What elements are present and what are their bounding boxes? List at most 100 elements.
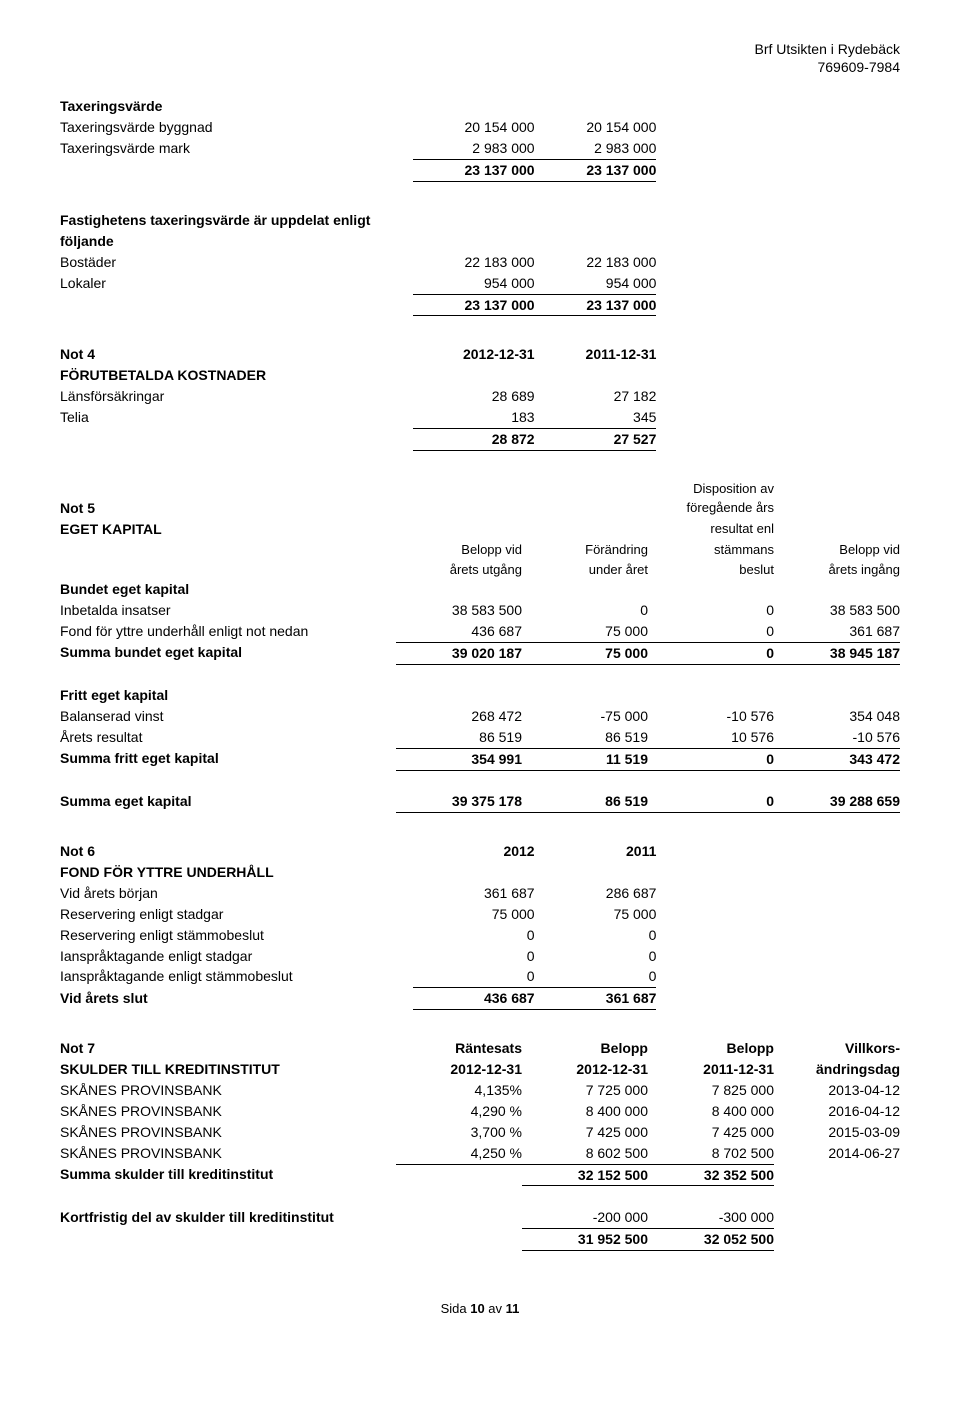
table-row-label: Reservering enligt stämmobeslut	[60, 925, 413, 946]
table-total: 39 375 178	[396, 791, 522, 812]
table-row-label: Taxeringsvärde byggnad	[60, 117, 413, 138]
table-cell: 0	[413, 946, 535, 967]
table-cell: 7 425 000	[648, 1122, 774, 1143]
table-cell: 2015-03-09	[774, 1122, 900, 1143]
not6-total-label: Vid årets slut	[60, 988, 413, 1010]
fastighet-table: Fastighetens taxeringsvärde är uppdelat …	[60, 210, 900, 316]
not6-h1: 2012	[413, 841, 535, 862]
col-header: Belopp vid	[396, 540, 522, 560]
table-cell: 2 983 000	[535, 138, 657, 159]
footer-text: av	[485, 1301, 506, 1316]
table-cell: 954 000	[535, 273, 657, 294]
not5-title2: EGET KAPITAL	[60, 519, 396, 540]
not7-title1: Not 7	[60, 1038, 396, 1059]
col-header: Villkors-	[774, 1038, 900, 1059]
table-row-label: Telia	[60, 407, 413, 428]
table-row-label: Lokaler	[60, 273, 413, 294]
table-total: 23 137 000	[535, 294, 657, 316]
table-cell: 20 154 000	[535, 117, 657, 138]
table-cell: 361 687	[413, 883, 535, 904]
table-cell: 75 000	[522, 621, 648, 642]
table-cell: -10 576	[648, 706, 774, 727]
document-header: Brf Utsikten i Rydebäck 769609-7984	[60, 40, 900, 76]
table-cell: -300 000	[648, 1207, 774, 1228]
table-row-label: SKÅNES PROVINSBANK	[60, 1080, 396, 1101]
table-cell: 436 687	[396, 621, 522, 642]
col-header: Räntesats	[396, 1038, 522, 1059]
table-cell: 8 702 500	[648, 1143, 774, 1164]
table-row-label: Vid årets början	[60, 883, 413, 904]
col-header: under året	[522, 560, 648, 580]
grand-total-label: Summa eget kapital	[60, 791, 396, 812]
not4-h2: 2011-12-31	[535, 344, 657, 365]
col-header: föregående års	[648, 498, 774, 519]
col-header: resultat enl	[648, 519, 774, 540]
table-cell: 7 825 000	[648, 1080, 774, 1101]
fritt-total-label: Summa fritt eget kapital	[60, 748, 396, 770]
table-cell: 0	[648, 621, 774, 642]
table-row-label: Årets resultat	[60, 727, 396, 748]
table-total: 27 527	[535, 428, 657, 450]
not7-title2: SKULDER TILL KREDITINSTITUT	[60, 1059, 396, 1080]
not4-h1: 2012-12-31	[413, 344, 535, 365]
col-header: Förändring	[522, 540, 648, 560]
table-cell: 22 183 000	[413, 252, 535, 273]
table-total: 39 020 187	[396, 642, 522, 664]
table-cell: 2 983 000	[413, 138, 535, 159]
table-cell: 86 519	[396, 727, 522, 748]
table-cell: 183	[413, 407, 535, 428]
table-row-label: Fond för yttre underhåll enligt not neda…	[60, 621, 396, 642]
table-cell: 7 725 000	[522, 1080, 648, 1101]
table-total: 75 000	[522, 642, 648, 664]
not5-title1: Not 5	[60, 498, 396, 519]
table-cell: 3,700 %	[396, 1122, 522, 1143]
table-cell: 0	[535, 946, 657, 967]
table-row-label: Taxeringsvärde mark	[60, 138, 413, 159]
table-cell: 22 183 000	[535, 252, 657, 273]
table-row-label: SKÅNES PROVINSBANK	[60, 1101, 396, 1122]
table-cell: 954 000	[413, 273, 535, 294]
not5-table: Disposition av Not 5 föregående års EGET…	[60, 479, 900, 813]
not7-kort-label: Kortfristig del av skulder till kreditin…	[60, 1207, 396, 1228]
table-cell: 0	[522, 600, 648, 621]
table-cell: 4,250 %	[396, 1143, 522, 1164]
table-total: 23 137 000	[413, 160, 535, 182]
not6-h2: 2011	[535, 841, 657, 862]
bundet-total-label: Summa bundet eget kapital	[60, 642, 396, 664]
not7-sum-label: Summa skulder till kreditinstitut	[60, 1164, 396, 1186]
table-total: 436 687	[413, 988, 535, 1010]
table-cell: -10 576	[774, 727, 900, 748]
table-row-label: Ianspråktagande enligt stadgar	[60, 946, 413, 967]
table-cell: 4,135%	[396, 1080, 522, 1101]
table-cell: 8 400 000	[522, 1101, 648, 1122]
table-cell: 10 576	[648, 727, 774, 748]
table-total: 38 945 187	[774, 642, 900, 664]
table-cell: 20 154 000	[413, 117, 535, 138]
table-total: 23 137 000	[535, 160, 657, 182]
table-cell: 75 000	[535, 904, 657, 925]
table-row-label: SKÅNES PROVINSBANK	[60, 1122, 396, 1143]
table-total: 23 137 000	[413, 294, 535, 316]
table-row-label: Inbetalda insatser	[60, 600, 396, 621]
table-cell: 86 519	[522, 727, 648, 748]
not6-title2: FOND FÖR YTTRE UNDERHÅLL	[60, 862, 413, 883]
table-cell: 28 689	[413, 386, 535, 407]
table-cell: 75 000	[413, 904, 535, 925]
table-cell: 2013-04-12	[774, 1080, 900, 1101]
col-header: ändringsdag	[774, 1059, 900, 1080]
table-total: 343 472	[774, 748, 900, 770]
not4-table: Not 4 2012-12-31 2011-12-31 FÖRUTBETALDA…	[60, 344, 900, 450]
footer-page-current: 10	[470, 1301, 484, 1316]
not6-table: Not 6 2012 2011 FOND FÖR YTTRE UNDERHÅLL…	[60, 841, 900, 1010]
table-row-label: Balanserad vinst	[60, 706, 396, 727]
table-total: 32 052 500	[648, 1228, 774, 1250]
org-name: Brf Utsikten i Rydebäck	[60, 40, 900, 58]
org-number: 769609-7984	[60, 58, 900, 76]
table-cell: 38 583 500	[396, 600, 522, 621]
table-row-label: Ianspråktagande enligt stämmobeslut	[60, 966, 413, 987]
col-header: Disposition av	[648, 479, 774, 499]
table-row-label: SKÅNES PROVINSBANK	[60, 1143, 396, 1164]
table-cell: 345	[535, 407, 657, 428]
table-row-label: Länsförsäkringar	[60, 386, 413, 407]
fastighet-intro1: Fastighetens taxeringsvärde är uppdelat …	[60, 210, 413, 231]
